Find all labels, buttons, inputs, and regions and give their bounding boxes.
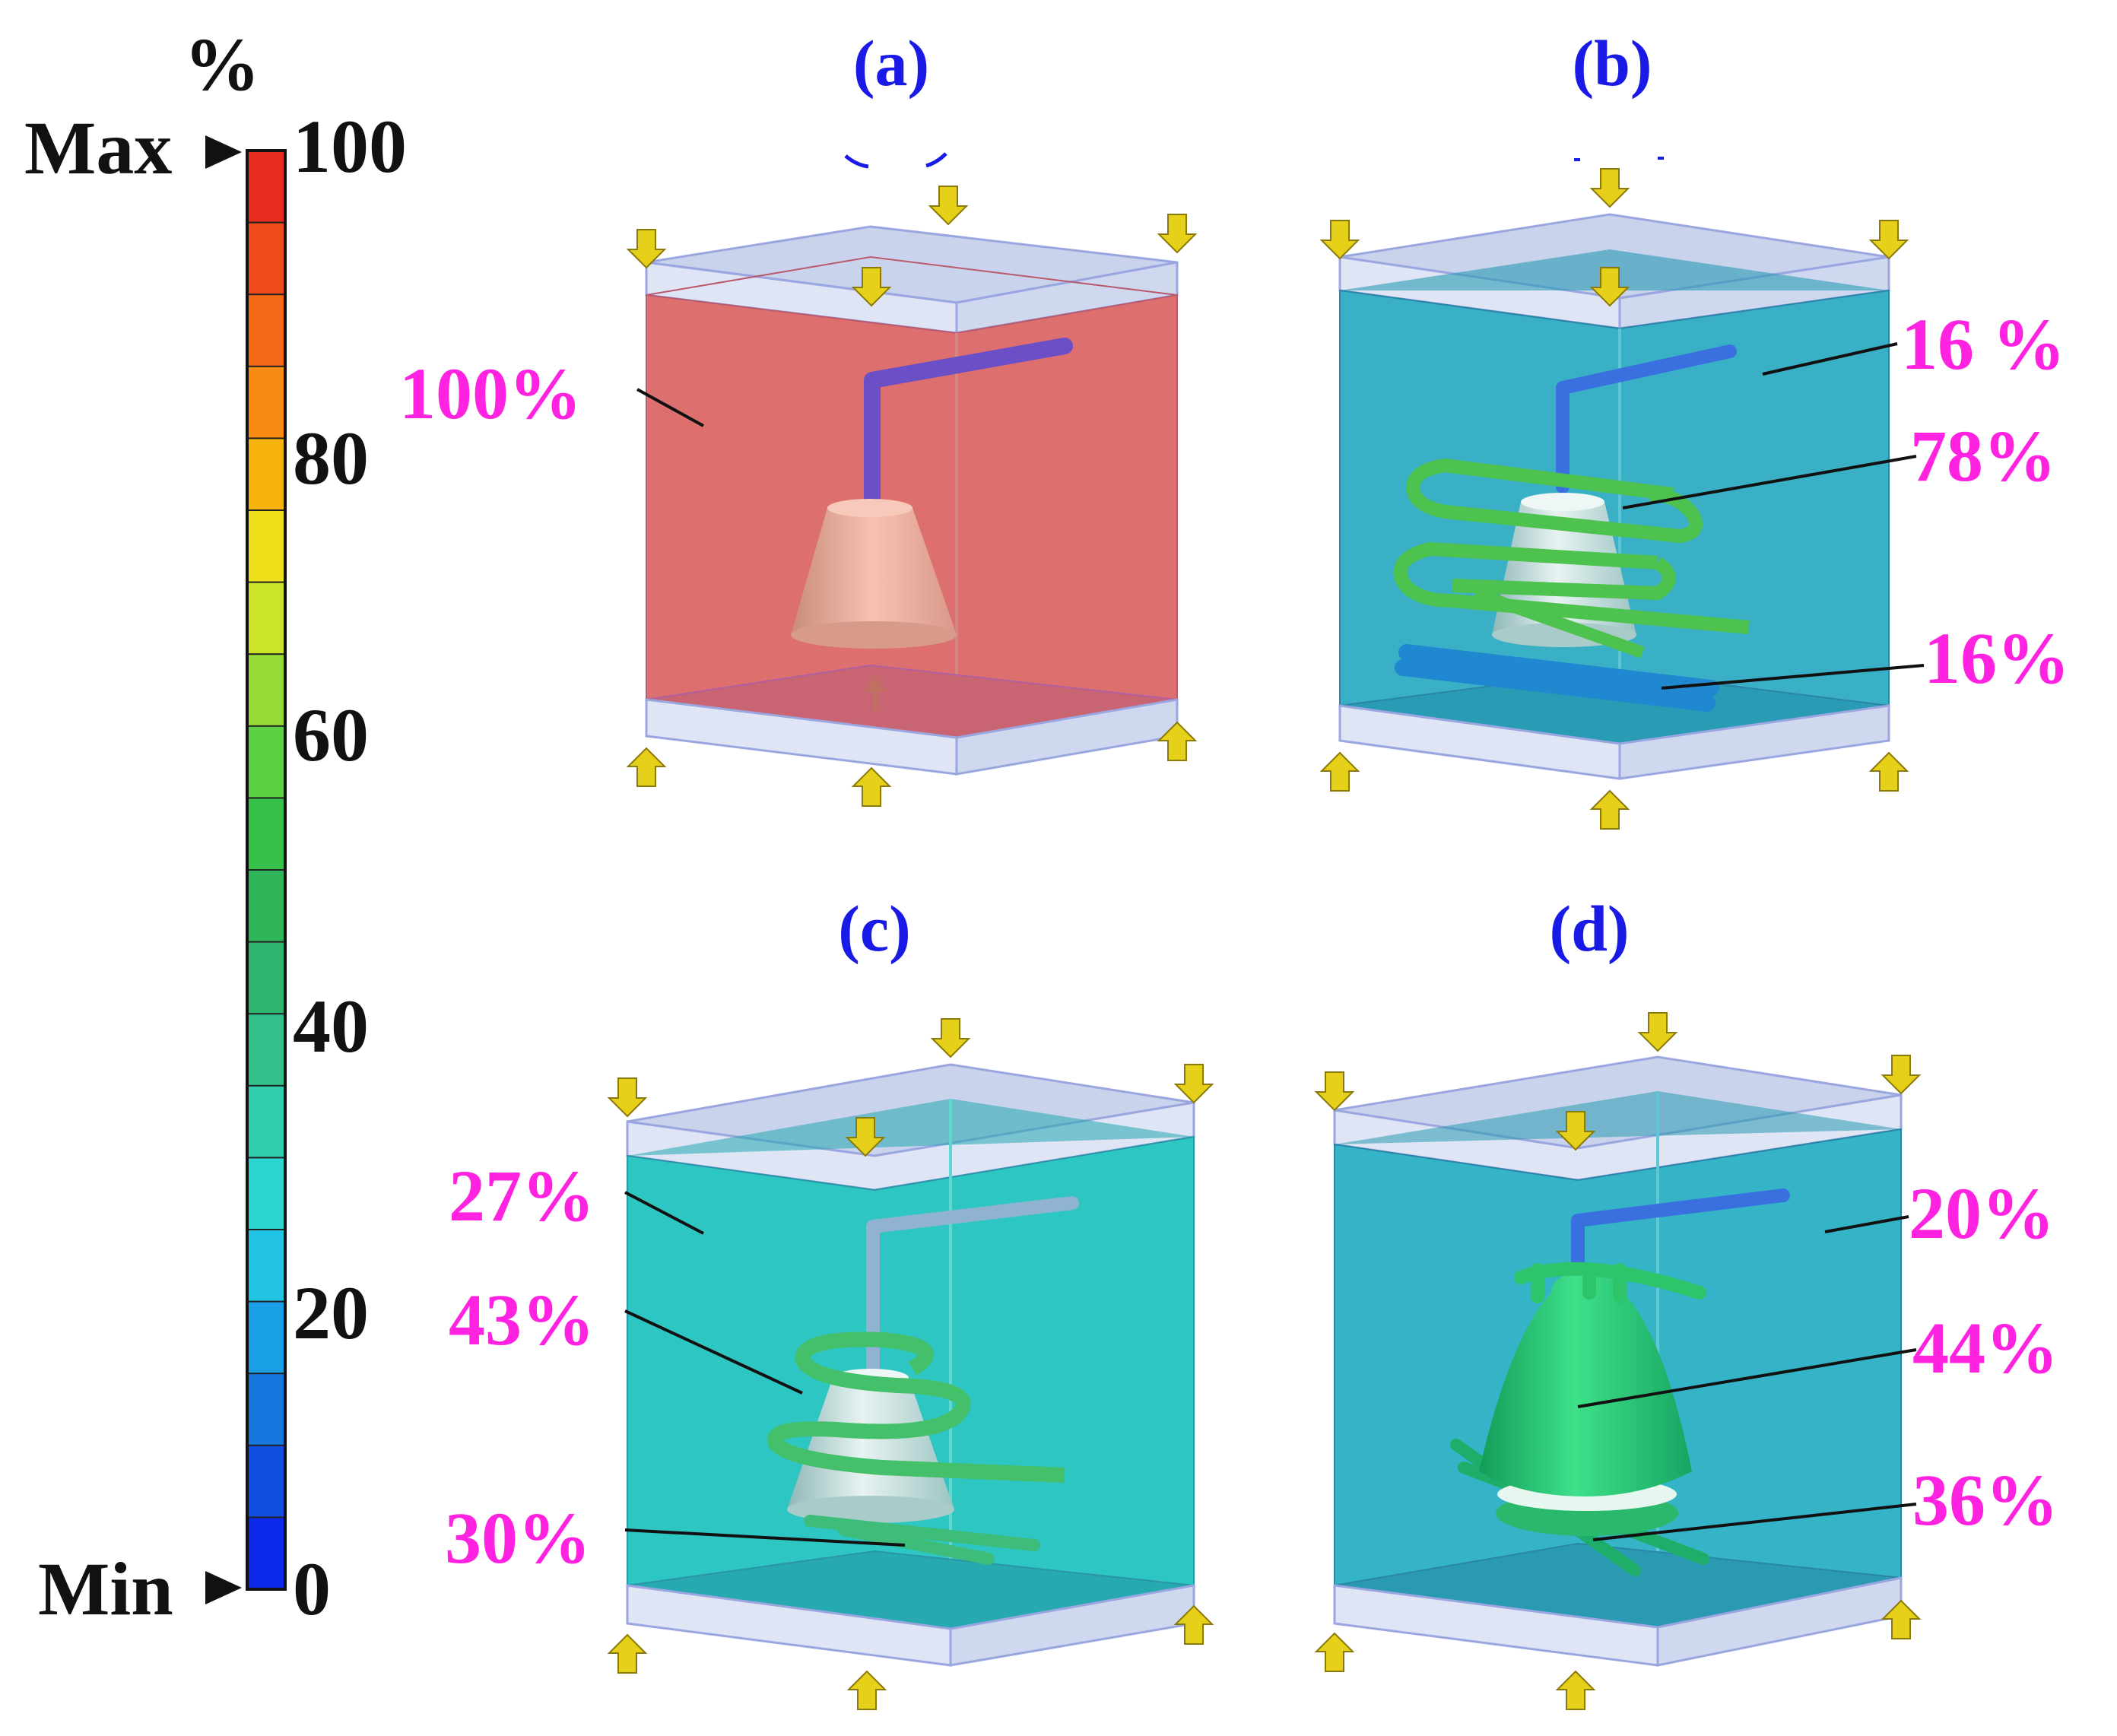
colorbar-segment: [246, 509, 286, 584]
colorbar-frame: [246, 149, 287, 1591]
up-arrow-icon: [1173, 1604, 1214, 1645]
down-arrow-icon: [1589, 168, 1630, 208]
colorbar-tick-80: 80: [293, 416, 369, 500]
colorbar-tick-0: 0: [293, 1547, 331, 1631]
colorbar-segment: [246, 1084, 286, 1159]
colorbar-min-label: Min: [38, 1547, 173, 1631]
panel-d: (d) 20% 44%: [1314, 892, 2058, 1710]
panel-d-label: (d): [1549, 892, 1629, 965]
down-arrow-icon: [1319, 220, 1360, 260]
colorbar-segment: [246, 294, 286, 368]
panel-a: (a) 100%: [399, 27, 1198, 807]
panel-d-arrows: [1314, 1012, 1922, 1710]
panel-a-box: [645, 225, 1179, 776]
colorbar-tick-100: 100: [293, 104, 407, 189]
up-arrow-icon: [1157, 721, 1198, 761]
down-arrow-icon: [1314, 1071, 1355, 1112]
panel-b-box: [1338, 213, 1890, 780]
down-arrow-icon: [845, 1117, 886, 1157]
colorbar-segment: [246, 1444, 286, 1519]
colorbar-segment: [246, 1516, 286, 1591]
colorbar-unit: %: [184, 22, 260, 106]
colorbar-tick-60: 60: [293, 693, 369, 777]
colorbar-tick-20: 20: [293, 1271, 369, 1355]
up-arrow-icon: [626, 747, 667, 787]
panel-a-label: (a): [853, 27, 929, 100]
colorbar-max-label: Max: [24, 106, 172, 190]
colorbar-segment: [246, 1229, 286, 1303]
colorbar-segment: [246, 725, 286, 799]
up-arrow-icon: [851, 766, 892, 807]
down-arrow-icon: [1637, 1012, 1678, 1052]
panel-c-box: [626, 1063, 1195, 1667]
panel-d-box: [1333, 1055, 1903, 1667]
down-arrow-icon: [928, 186, 969, 226]
panel-b-annotation-2: 78%: [1910, 415, 2056, 497]
colorbar-segment: [246, 1373, 286, 1447]
panel-b: (b): [1319, 27, 2070, 830]
colorbar-segment: [246, 437, 286, 512]
colorbar-segment: [246, 653, 286, 728]
down-arrow-icon: [626, 229, 667, 269]
panel-c-label: (c): [838, 892, 910, 965]
down-arrow-icon: [1881, 1055, 1922, 1095]
panel-c-annotation-1: 27%: [449, 1155, 595, 1236]
up-arrow-icon: [846, 1670, 887, 1710]
colorbar-segment: [246, 869, 286, 944]
max-arrow-icon: [205, 135, 242, 169]
colorbar-tick-40: 40: [293, 984, 369, 1068]
colorbar-segment: [246, 1157, 286, 1231]
panel-b-arrows: [1319, 168, 1909, 830]
colorbar-segment: [246, 365, 286, 440]
panel-a-decoration: [844, 152, 947, 169]
down-arrow-icon: [1589, 267, 1630, 307]
down-arrow-icon: [1555, 1111, 1596, 1151]
colorbar-segment: [246, 581, 286, 655]
down-arrow-icon: [1173, 1064, 1214, 1104]
up-arrow-icon: [1555, 1670, 1596, 1710]
panel-a-arrows: [626, 186, 1198, 807]
down-arrow-icon: [851, 267, 892, 307]
colorbar-segment: [246, 1300, 286, 1375]
up-arrow-icon: [1881, 1599, 1922, 1639]
min-arrow-icon: [205, 1571, 242, 1604]
down-arrow-icon: [930, 1018, 971, 1058]
panel-c-annotation-3: 30%: [445, 1497, 591, 1579]
panel-b-label: (b): [1572, 27, 1652, 100]
down-arrow-icon: [1157, 214, 1198, 254]
colorbar-segment: [246, 150, 286, 224]
colorbar-segment: [246, 1013, 286, 1087]
panel-b-annotation-1: 16 %: [1901, 303, 2065, 385]
colorbar-segment: [246, 941, 286, 1015]
up-arrow-icon: [607, 1633, 648, 1674]
up-arrow-icon: [1319, 751, 1360, 792]
up-arrow-icon: [1589, 789, 1630, 830]
panel-d-annotation-1: 20%: [1909, 1173, 2055, 1254]
colorbar-segments: [246, 150, 286, 1591]
panel-d-annotation-2: 44%: [1912, 1307, 2058, 1388]
color-bar: % Max Min 100 80 60 40 20 0: [24, 22, 407, 1631]
panel-c-arrows: [607, 1018, 1214, 1710]
panel-a-annotation-1: 100%: [399, 353, 582, 434]
up-arrow-icon: [1868, 751, 1909, 792]
down-arrow-icon: [1868, 220, 1909, 260]
panel-d-annotation-3: 36%: [1912, 1459, 2058, 1541]
panel-c-annotation-2: 43%: [449, 1279, 595, 1360]
up-arrow-icon: [1314, 1632, 1355, 1672]
colorbar-segment: [246, 797, 286, 871]
panel-b-annotation-3: 16%: [1924, 617, 2070, 699]
panel-c: (c) 27% 43%: [445, 892, 1214, 1710]
colorbar-segment: [246, 221, 286, 296]
down-arrow-icon: [607, 1077, 648, 1118]
